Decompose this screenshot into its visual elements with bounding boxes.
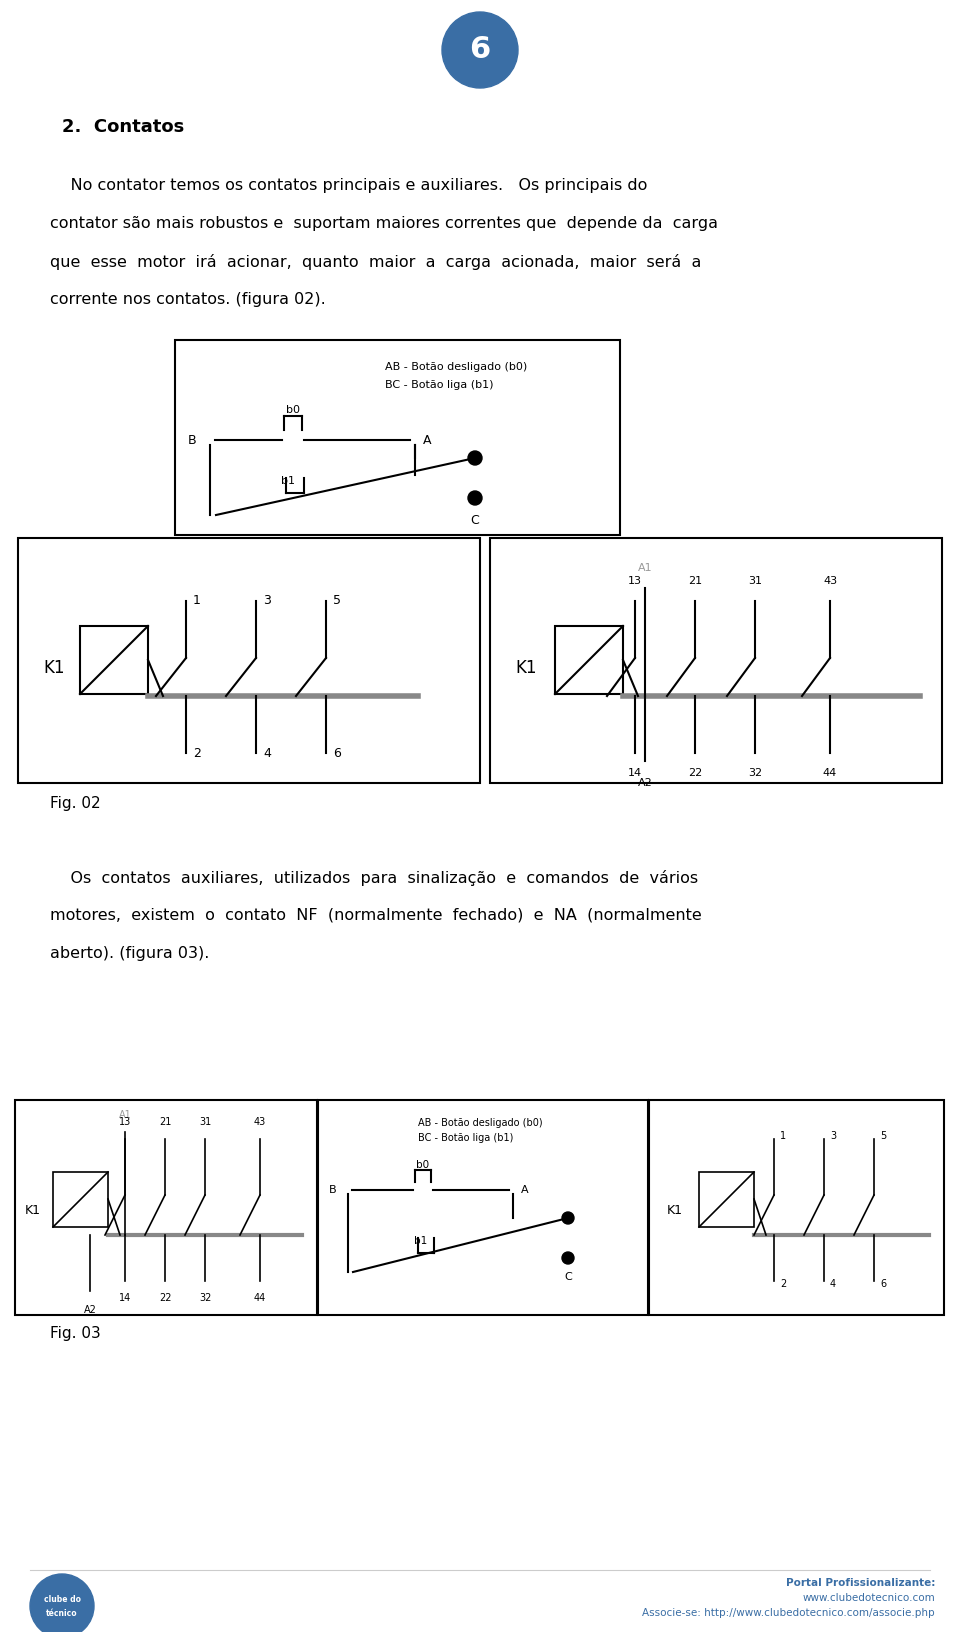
Circle shape bbox=[442, 11, 518, 88]
Text: técnico: técnico bbox=[46, 1609, 78, 1617]
Bar bbox=[649, 1100, 944, 1315]
Text: motores,  existem  o  contato  NF  (normalmente  fechado)  e  NA  (normalmente: motores, existem o contato NF (normalmen… bbox=[50, 907, 702, 924]
Text: 44: 44 bbox=[253, 1293, 266, 1302]
Text: 3: 3 bbox=[830, 1131, 836, 1141]
Text: AB - Botão desligado (b0): AB - Botão desligado (b0) bbox=[418, 1118, 542, 1128]
Text: b1: b1 bbox=[414, 1235, 427, 1245]
Text: C: C bbox=[470, 514, 479, 527]
Bar bbox=[80, 627, 148, 694]
Text: 1: 1 bbox=[193, 594, 201, 607]
Text: A2: A2 bbox=[84, 1306, 96, 1315]
Text: 4: 4 bbox=[830, 1279, 836, 1289]
Bar bbox=[18, 539, 480, 783]
Text: que  esse  motor  irá  acionar,  quanto  maior  a  carga  acionada,  maior  será: que esse motor irá acionar, quanto maior… bbox=[50, 255, 702, 269]
Circle shape bbox=[562, 1213, 574, 1224]
Text: Fig. 03: Fig. 03 bbox=[50, 1325, 101, 1342]
Text: Os  contatos  auxiliares,  utilizados  para  sinalização  e  comandos  de  vário: Os contatos auxiliares, utilizados para … bbox=[50, 870, 698, 886]
Text: b1: b1 bbox=[281, 477, 295, 486]
Text: Associe-se: http://www.clubedotecnico.com/associe.php: Associe-se: http://www.clubedotecnico.co… bbox=[642, 1608, 935, 1617]
Circle shape bbox=[30, 1573, 94, 1632]
Bar bbox=[15, 1100, 317, 1315]
Text: A1: A1 bbox=[119, 1110, 132, 1120]
Circle shape bbox=[468, 491, 482, 504]
Text: corrente nos contatos. (figura 02).: corrente nos contatos. (figura 02). bbox=[50, 292, 325, 307]
Text: 32: 32 bbox=[199, 1293, 211, 1302]
Text: 6: 6 bbox=[469, 36, 491, 65]
Circle shape bbox=[562, 1252, 574, 1265]
Text: 43: 43 bbox=[823, 576, 837, 586]
Text: 14: 14 bbox=[628, 769, 642, 778]
Text: aberto). (figura 03).: aberto). (figura 03). bbox=[50, 947, 209, 961]
Text: 3: 3 bbox=[263, 594, 271, 607]
Text: www.clubedotecnico.com: www.clubedotecnico.com bbox=[803, 1593, 935, 1603]
Text: b0: b0 bbox=[286, 405, 300, 415]
Text: 13: 13 bbox=[628, 576, 642, 586]
Bar bbox=[318, 1100, 648, 1315]
Text: B: B bbox=[187, 434, 196, 447]
Text: 5: 5 bbox=[333, 594, 341, 607]
Text: A: A bbox=[423, 434, 431, 447]
Text: 22: 22 bbox=[158, 1293, 171, 1302]
Text: 2.  Contatos: 2. Contatos bbox=[62, 118, 184, 135]
Text: 6: 6 bbox=[333, 747, 341, 761]
Text: A2: A2 bbox=[637, 778, 653, 788]
Text: contator são mais robustos e  suportam maiores correntes que  depende da  carga: contator são mais robustos e suportam ma… bbox=[50, 215, 718, 232]
Text: BC - Botão liga (b1): BC - Botão liga (b1) bbox=[385, 380, 493, 390]
Text: 21: 21 bbox=[688, 576, 702, 586]
Text: C: C bbox=[564, 1271, 572, 1283]
Text: K1: K1 bbox=[43, 659, 64, 677]
Text: 14: 14 bbox=[119, 1293, 132, 1302]
Text: A: A bbox=[521, 1185, 529, 1195]
Text: B: B bbox=[328, 1185, 336, 1195]
Text: 5: 5 bbox=[880, 1131, 886, 1141]
Text: 1: 1 bbox=[780, 1131, 786, 1141]
Text: 31: 31 bbox=[748, 576, 762, 586]
Bar bbox=[490, 539, 942, 783]
Text: 31: 31 bbox=[199, 1116, 211, 1128]
Text: K1: K1 bbox=[25, 1203, 41, 1216]
Text: 21: 21 bbox=[158, 1116, 171, 1128]
Text: 6: 6 bbox=[880, 1279, 886, 1289]
Text: K1: K1 bbox=[515, 659, 537, 677]
Text: Fig. 02: Fig. 02 bbox=[50, 796, 101, 811]
Text: 44: 44 bbox=[823, 769, 837, 778]
Text: Portal Profissionalizante:: Portal Profissionalizante: bbox=[785, 1578, 935, 1588]
Text: A1: A1 bbox=[637, 563, 652, 573]
Text: No contator temos os contatos principais e auxiliares.   Os principais do: No contator temos os contatos principais… bbox=[50, 178, 647, 193]
Text: 4: 4 bbox=[263, 747, 271, 761]
Bar bbox=[699, 1172, 754, 1227]
Text: 13: 13 bbox=[119, 1116, 132, 1128]
Text: 32: 32 bbox=[748, 769, 762, 778]
Text: clube do: clube do bbox=[43, 1594, 81, 1604]
Bar bbox=[53, 1172, 108, 1227]
Text: 2: 2 bbox=[193, 747, 201, 761]
Text: AB - Botão desligado (b0): AB - Botão desligado (b0) bbox=[385, 362, 527, 372]
Circle shape bbox=[468, 450, 482, 465]
Text: K1: K1 bbox=[667, 1203, 683, 1216]
Text: BC - Botão liga (b1): BC - Botão liga (b1) bbox=[418, 1133, 514, 1142]
Text: 22: 22 bbox=[688, 769, 702, 778]
Text: 2: 2 bbox=[780, 1279, 786, 1289]
Text: 43: 43 bbox=[253, 1116, 266, 1128]
Bar bbox=[175, 339, 620, 535]
Text: b0: b0 bbox=[417, 1160, 429, 1170]
Bar bbox=[555, 627, 623, 694]
